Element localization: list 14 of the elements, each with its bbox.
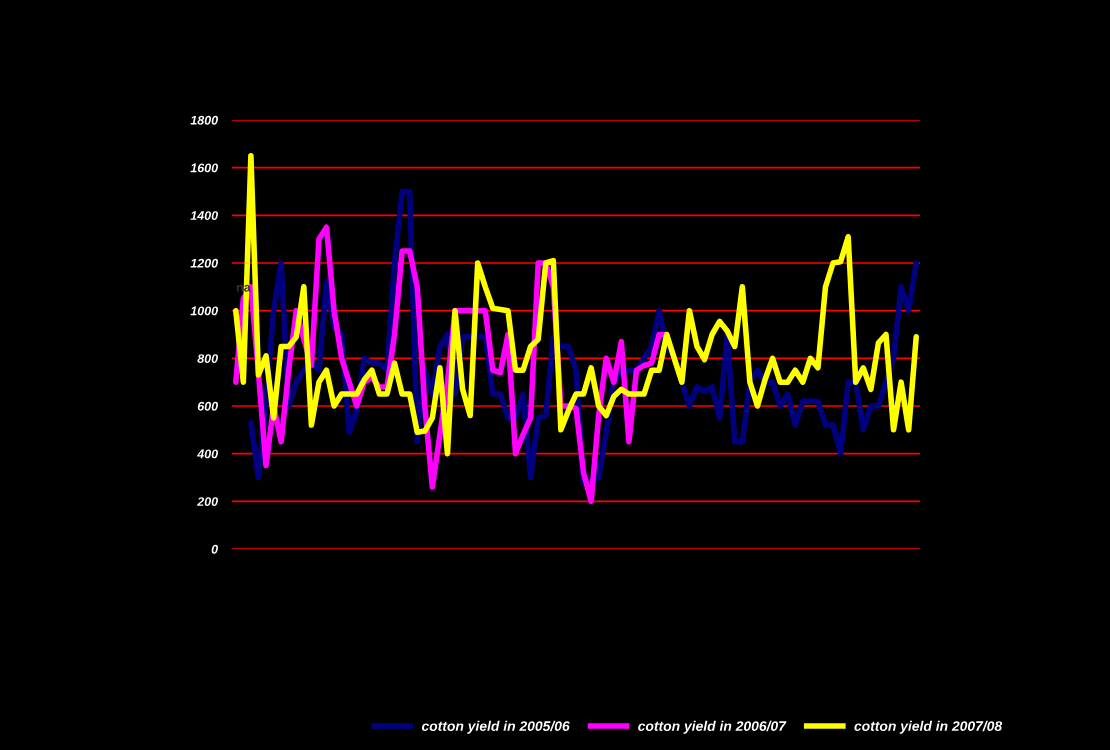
legend-label: cotton yield in 2005/06 [421,720,570,734]
y-tick-label: 1000 [190,306,218,316]
y-tick-label: 1200 [190,258,218,268]
y-tick-label: 1600 [190,163,218,173]
legend-label: cotton yield in 2006/07 [638,720,787,734]
legend-label: cotton yield in 2007/08 [854,720,1003,734]
y-tick-label: 600 [197,401,218,411]
y-tick-label: 1400 [190,211,218,220]
y-tick-label: 1800 [190,115,218,125]
y-tick-label: 0 [211,544,218,554]
y-tick-label: 200 [197,497,218,506]
y-tick-label: 800 [197,354,218,363]
annotation: na [236,284,251,292]
y-tick-label: 400 [197,449,218,459]
